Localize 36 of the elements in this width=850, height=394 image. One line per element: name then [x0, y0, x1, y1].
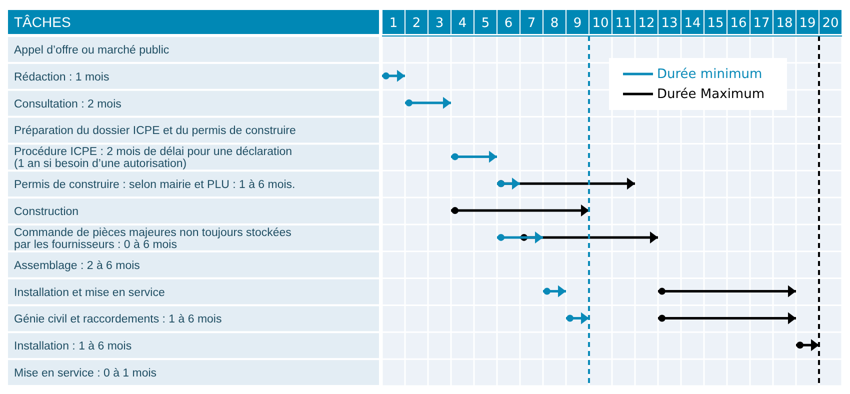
y-tick-label: Procédure ICPE : 2 mois de délai pour une déclaration (1 an si besoin d’une autorisation)	[14, 146, 292, 170]
x-tick-label: 11	[615, 16, 632, 31]
y-tick-label: Permis de construire : selon mairie et PLU : 1 à 6 mois.	[14, 179, 296, 192]
x-tick-label: 8	[550, 16, 559, 31]
legend-label: Durée minimum	[657, 66, 762, 82]
x-tick-label: 16	[730, 16, 747, 31]
x-tick-label: 19	[799, 16, 816, 31]
y-tick-label: Préparation du dossier ICPE et du permis de construire	[14, 125, 296, 138]
x-tick-label: 17	[753, 16, 770, 31]
x-tick-label: 9	[573, 16, 582, 31]
x-tick-label: 5	[481, 16, 490, 31]
y-tick-label: Mise en service : 0 à 1 mois	[14, 368, 157, 380]
x-tick-label: 13	[661, 16, 678, 31]
y-tick-label: Construction	[14, 206, 79, 218]
x-tick-label: 15	[707, 16, 724, 31]
y-tick-label: Installation et mise en service	[14, 286, 165, 299]
y-tick-label: Génie civil et raccordements : 1 à 6 mois	[14, 314, 222, 326]
x-tick-label: 14	[684, 16, 701, 31]
y-tick-label: Consultation : 2 mois	[14, 98, 122, 110]
y-axis-title: TÂCHES	[8, 10, 379, 34]
y-tick-label: Assemblage : 2 à 6 mois	[14, 260, 140, 272]
y-tick-label: Installation : 1 à 6 mois	[14, 340, 132, 353]
x-tick-label: 20	[822, 16, 839, 31]
x-tick-label: 2	[412, 16, 421, 31]
x-tick-label: 18	[776, 16, 793, 31]
x-tick-label: 6	[504, 16, 513, 31]
legend-label: Durée Maximum	[657, 86, 764, 102]
y-tick-label: Appel d’offre ou marché public	[14, 44, 170, 56]
x-tick-label: 4	[458, 16, 467, 31]
x-tick-label: 7	[527, 16, 536, 31]
x-tick-label: 3	[435, 16, 444, 31]
x-tick-label: 10	[592, 16, 609, 31]
y-tick-label: Commande de pièces majeures non toujours stockées par les fournisseurs : 0 à 6 mois	[14, 226, 292, 251]
x-tick-label: 1	[389, 16, 398, 31]
x-tick-label: 12	[638, 16, 655, 31]
y-tick-label: Rédaction : 1 mois	[14, 71, 110, 84]
